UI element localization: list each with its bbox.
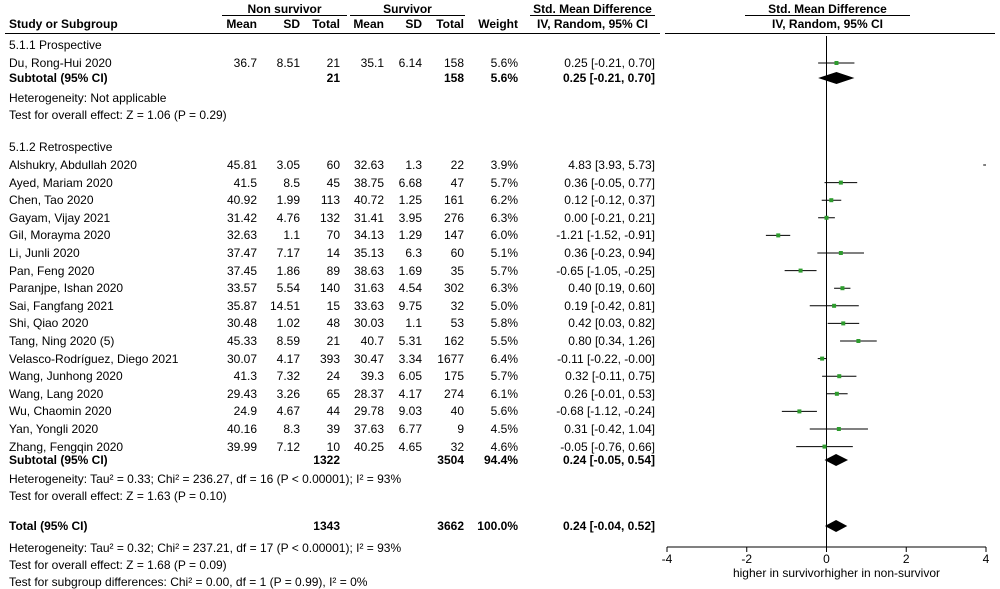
- axis-right-label: higher in non-survivor: [825, 566, 940, 580]
- point-estimate: [856, 339, 861, 343]
- point-estimate: [829, 198, 834, 203]
- heterogeneity-text: Heterogeneity: Tau² = 0.32; Chi² = 237.2…: [9, 541, 402, 555]
- weight-header: Weight: [478, 17, 518, 31]
- group1-header: Non survivor: [247, 2, 322, 16]
- plot-method-header: IV, Random, 95% CI: [772, 17, 883, 31]
- header-rule: [5, 33, 660, 34]
- x-tick-label: 0: [823, 552, 830, 566]
- overall-effect-text: Test for overall effect: Z = 1.63 (P = 0…: [9, 489, 227, 503]
- measure-rule: [530, 15, 655, 16]
- x-tick-label: 4: [983, 552, 990, 566]
- point-estimate: [838, 251, 843, 255]
- subgroup-differences-text: Test for subgroup differences: Chi² = 0.…: [9, 575, 368, 589]
- x-tick-label: 2: [903, 552, 910, 566]
- pooled-diamond: [824, 520, 848, 532]
- point-estimate: [837, 374, 842, 379]
- point-estimate: [836, 427, 841, 431]
- point-estimate: [841, 321, 846, 326]
- study-column-header: Study or Subgroup: [9, 17, 118, 31]
- point-estimate: [798, 268, 803, 273]
- point-estimate: [820, 356, 825, 361]
- total1-header: Total: [312, 17, 340, 31]
- subgroup-1-title: 5.1.1 Prospective: [9, 38, 102, 52]
- method-header: IV, Random, 95% CI: [537, 17, 648, 31]
- mean2-header: Mean: [353, 17, 384, 31]
- point-estimate: [776, 233, 781, 238]
- plot-header-rule: [665, 33, 995, 34]
- group1-rule: [222, 15, 347, 16]
- point-estimate: [822, 444, 827, 449]
- sd2-header: SD: [405, 17, 422, 31]
- subgroup-2-title: 5.1.2 Retrospective: [9, 140, 113, 154]
- overall-effect-text: Test for overall effect: Z = 1.68 (P = 0…: [9, 558, 227, 572]
- plot-title-rule: [745, 15, 910, 16]
- x-tick-label: -4: [662, 552, 673, 566]
- forest-plot: -4 -2 0 2 4 higher in survivor higher in non-s…: [662, 36, 990, 580]
- group2-rule: [350, 15, 465, 16]
- point-estimate: [824, 215, 829, 220]
- mean1-header: Mean: [226, 17, 257, 31]
- x-tick-label: -2: [741, 552, 752, 566]
- sd1-header: SD: [283, 17, 300, 31]
- axis-left-label: higher in survivor: [733, 566, 824, 580]
- pooled-diamond: [824, 454, 849, 466]
- heterogeneity-text: Heterogeneity: Not applicable: [9, 91, 167, 105]
- total2-header: Total: [436, 17, 464, 31]
- point-estimate: [797, 409, 802, 414]
- overall-effect-text: Test for overall effect: Z = 1.06 (P = 0…: [9, 108, 227, 122]
- point-estimate: [834, 61, 839, 65]
- point-estimate: [840, 286, 845, 291]
- measure-header: Std. Mean Difference: [533, 2, 652, 16]
- heterogeneity-text: Heterogeneity: Tau² = 0.33; Chi² = 236.2…: [9, 472, 402, 486]
- pooled-diamond: [818, 72, 855, 84]
- point-estimate: [834, 391, 839, 396]
- group2-header: Survivor: [383, 2, 432, 16]
- point-estimate: [832, 303, 837, 308]
- point-estimate: [838, 180, 843, 185]
- plot-title: Std. Mean Difference: [768, 2, 887, 16]
